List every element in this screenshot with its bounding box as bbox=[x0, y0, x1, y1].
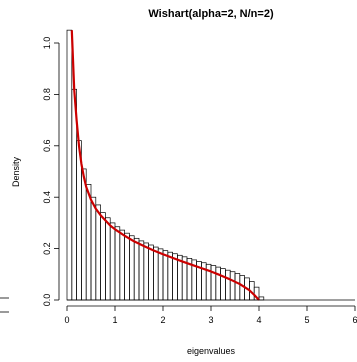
histogram-bar bbox=[258, 296, 265, 301]
histogram-bar bbox=[129, 235, 135, 301]
histogram-bar bbox=[220, 268, 226, 301]
chart-title: Wishart(alpha=2, N/n=2) bbox=[148, 8, 274, 20]
histogram-bar bbox=[100, 212, 106, 301]
histogram-bar bbox=[90, 196, 97, 301]
y-tick-label: 0.4 bbox=[42, 191, 52, 204]
y-axis: 0.0 0.2 0.4 0.6 0.8 1.0 bbox=[42, 37, 60, 307]
histogram-bar bbox=[109, 222, 116, 301]
histogram-bar bbox=[229, 271, 236, 301]
x-axis-label: eigenvalues bbox=[187, 346, 236, 356]
histogram-bar bbox=[133, 237, 140, 301]
histogram-bars bbox=[66, 29, 265, 301]
density-curve bbox=[70, 30, 260, 301]
histogram-bar bbox=[138, 240, 145, 301]
y-tick-label: 0.6 bbox=[42, 140, 52, 153]
histogram-bar bbox=[143, 242, 149, 301]
histogram-bar bbox=[234, 273, 241, 301]
histogram-bar bbox=[172, 253, 178, 301]
y-tick-label: 0.2 bbox=[42, 242, 52, 255]
x-tick-label: 5 bbox=[304, 315, 309, 325]
histogram-bar bbox=[167, 251, 173, 301]
density-curve-layer bbox=[70, 30, 260, 301]
histogram-bar bbox=[157, 248, 164, 301]
x-tick-label: 2 bbox=[160, 315, 165, 325]
histogram-bar bbox=[153, 246, 159, 301]
histogram-bar bbox=[85, 184, 92, 301]
x-tick-label: 0 bbox=[64, 315, 69, 325]
y-tick-label: 0.0 bbox=[42, 294, 52, 307]
y-tick-label: 0.8 bbox=[42, 88, 52, 101]
histogram-bar bbox=[105, 217, 111, 301]
histogram-bar bbox=[81, 168, 87, 301]
histogram-bar bbox=[95, 204, 101, 301]
x-tick-label: 4 bbox=[256, 315, 261, 325]
histogram-bar bbox=[215, 266, 221, 301]
histogram-bar bbox=[124, 232, 130, 301]
histogram-bar bbox=[119, 229, 125, 301]
histogram-bar bbox=[148, 244, 154, 301]
x-tick-label: 3 bbox=[208, 315, 213, 325]
x-tick-label: 6 bbox=[352, 315, 357, 325]
y-axis-label: Density bbox=[11, 156, 21, 187]
y-tick-label: 1.0 bbox=[42, 37, 52, 50]
x-axis: 0 1 2 3 4 5 6 bbox=[64, 299, 357, 325]
x-tick-label: 1 bbox=[112, 315, 117, 325]
histogram-bar bbox=[66, 29, 73, 301]
histogram-bar bbox=[225, 269, 231, 301]
histogram-bar bbox=[114, 226, 121, 301]
side-marks bbox=[0, 297, 9, 313]
histogram-bar bbox=[162, 250, 169, 301]
